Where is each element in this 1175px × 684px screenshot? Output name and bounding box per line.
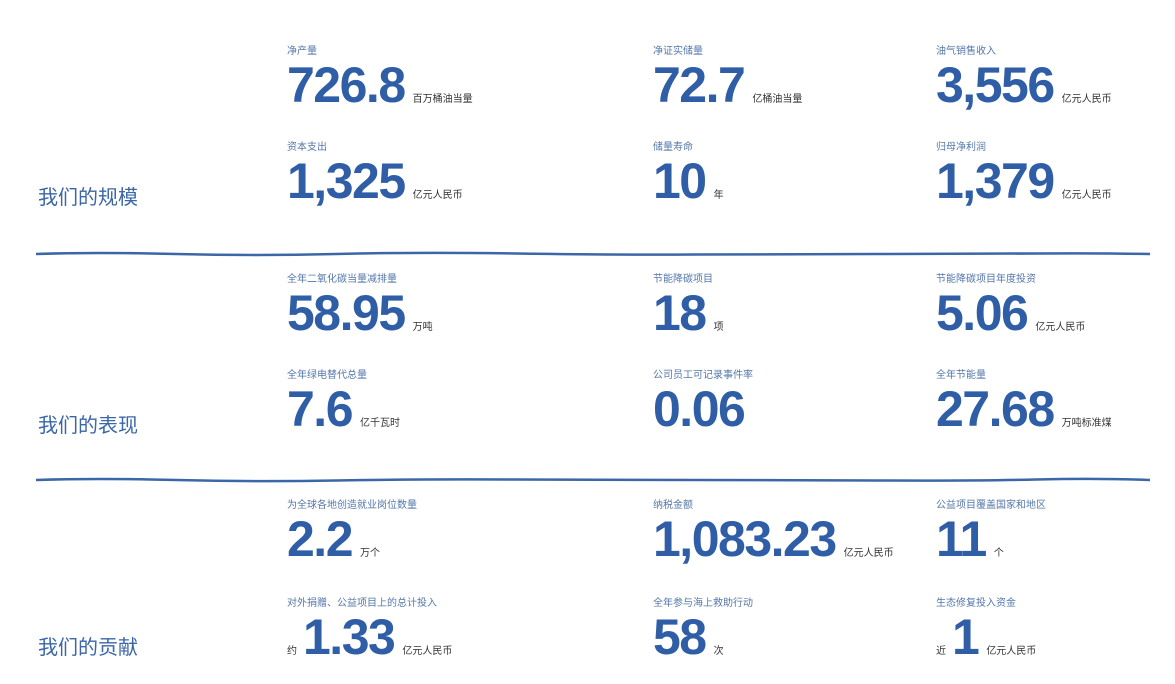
metric-label: 归母净利润 (936, 142, 986, 153)
divider (36, 251, 1150, 257)
metric-label: 节能降碳项目年度投资 (936, 274, 1036, 285)
metric-prefix: 约 (287, 646, 297, 657)
metric-label: 生态修复投入资金 (936, 598, 1016, 609)
metric-unit: 万吨 (412, 322, 433, 333)
metric-label: 为全球各地创造就业岗位数量 (287, 500, 417, 511)
section-title: 我们的表现 (38, 415, 138, 437)
metric-value-row: 10 年 (653, 155, 724, 207)
metric-value: 1.33 (303, 609, 396, 665)
metric-unit: 亿元人民币 (1061, 94, 1112, 105)
metric: 节能降碳项目年度投资 5.06 亿元人民币 (936, 273, 1085, 339)
metric: 为全球各地创造就业岗位数量 2.2 万个 (287, 499, 417, 565)
metric: 全年节能量 27.68 万吨标准煤 (936, 369, 1112, 435)
metric-unit: 万个 (360, 548, 381, 559)
metric-value: 0.06 (653, 381, 746, 437)
metric-prefix: 近 (936, 646, 946, 657)
section-title: 我们的贡献 (38, 637, 138, 659)
metric-value-row: 1,325 亿元人民币 (287, 155, 463, 207)
metric-label: 资本支出 (287, 142, 327, 153)
metric: 节能降碳项目 18 项 (653, 273, 724, 339)
metric-value: 2.2 (287, 511, 354, 567)
metric: 资本支出 1,325 亿元人民币 (287, 141, 463, 207)
metric-unit: 百万桶油当量 (412, 94, 473, 105)
metric-value: 18 (653, 285, 707, 341)
metric: 公司员工可记录事件率 0.06 (653, 369, 753, 435)
metric-unit: 项 (713, 322, 724, 333)
metric-label: 全年节能量 (936, 370, 986, 381)
metric-value: 1,379 (936, 153, 1055, 209)
metric-value-row: 18 项 (653, 287, 724, 339)
metric-value: 27.68 (936, 381, 1055, 437)
section-title: 我们的规模 (38, 187, 138, 209)
metric-label: 公益项目覆盖国家和地区 (936, 500, 1046, 511)
metric-label: 节能降碳项目 (653, 274, 713, 285)
metric: 对外捐赠、公益项目上的总计投入约 1.33 亿元人民币 (287, 597, 452, 663)
metric-value: 3,556 (936, 57, 1055, 113)
metric-label: 油气销售收入 (936, 46, 996, 57)
metric-unit: 亿元人民币 (1061, 190, 1112, 201)
metric-value: 1 (952, 609, 980, 665)
metric-value-row: 3,556 亿元人民币 (936, 59, 1112, 111)
metric-label: 公司员工可记录事件率 (653, 370, 753, 381)
metric-label: 全年二氧化碳当量减排量 (287, 274, 397, 285)
metric-value: 1,083.23 (653, 511, 837, 567)
metric: 纳税金额 1,083.23 亿元人民币 (653, 499, 894, 565)
metric-value-row: 1,379 亿元人民币 (936, 155, 1112, 207)
metric: 储量寿命 10 年 (653, 141, 724, 207)
metric-unit: 个 (993, 548, 1004, 559)
metric: 净证实储量 72.7 亿桶油当量 (653, 45, 802, 111)
metric-unit: 亿元人民币 (402, 646, 453, 657)
metric-unit: 亿千瓦时 (360, 418, 401, 429)
metric-value: 10 (653, 153, 707, 209)
metric-value-row: 72.7 亿桶油当量 (653, 59, 802, 111)
metric-value-row: 7.6 亿千瓦时 (287, 383, 400, 435)
metric: 全年二氧化碳当量减排量 58.95 万吨 (287, 273, 433, 339)
metric: 全年参与海上救助行动 58 次 (653, 597, 753, 663)
metric-value-row: 约 1.33 亿元人民币 (287, 611, 452, 663)
metric-unit: 次 (713, 646, 724, 657)
metric-value-row: 0.06 (653, 383, 753, 435)
metric: 全年绿电替代总量 7.6 亿千瓦时 (287, 369, 400, 435)
metric: 油气销售收入 3,556 亿元人民币 (936, 45, 1112, 111)
metric: 净产量 726.8 百万桶油当量 (287, 45, 473, 111)
metric-value-row: 27.68 万吨标准煤 (936, 383, 1112, 435)
metric-unit: 亿元人民币 (986, 646, 1037, 657)
metric-value: 726.8 (287, 57, 406, 113)
metric-value-row: 2.2 万个 (287, 513, 417, 565)
metric-value: 58 (653, 609, 707, 665)
metric-value-row: 11 个 (936, 513, 1046, 565)
metric-value: 1,325 (287, 153, 406, 209)
metric-unit: 亿元人民币 (412, 190, 463, 201)
divider (36, 477, 1150, 483)
metric-label: 净产量 (287, 46, 317, 57)
metric-label: 储量寿命 (653, 142, 693, 153)
metric-value: 72.7 (653, 57, 746, 113)
metric-unit: 万吨标准煤 (1061, 418, 1112, 429)
metric-label: 净证实储量 (653, 46, 703, 57)
metric: 生态修复投入资金近 1 亿元人民币 (936, 597, 1036, 663)
metric-unit: 亿桶油当量 (752, 94, 803, 105)
metric-value-row: 1,083.23 亿元人民币 (653, 513, 894, 565)
metric-value: 5.06 (936, 285, 1029, 341)
metric-value-row: 5.06 亿元人民币 (936, 287, 1085, 339)
metric-unit: 亿元人民币 (843, 548, 894, 559)
metric-value-row: 58 次 (653, 611, 753, 663)
metric-value-row: 近 1 亿元人民币 (936, 611, 1036, 663)
metric-label: 全年参与海上救助行动 (653, 598, 753, 609)
metric: 公益项目覆盖国家和地区 11 个 (936, 499, 1046, 565)
metric: 归母净利润 1,379 亿元人民币 (936, 141, 1112, 207)
metric-value: 11 (936, 511, 987, 567)
metric-unit: 亿元人民币 (1035, 322, 1086, 333)
metric-label: 全年绿电替代总量 (287, 370, 367, 381)
metric-value: 7.6 (287, 381, 354, 437)
metric-value-row: 726.8 百万桶油当量 (287, 59, 473, 111)
metric-label: 对外捐赠、公益项目上的总计投入 (287, 598, 437, 609)
metric-value: 58.95 (287, 285, 406, 341)
metric-unit: 年 (713, 190, 724, 201)
metric-label: 纳税金额 (653, 500, 693, 511)
metric-value-row: 58.95 万吨 (287, 287, 433, 339)
